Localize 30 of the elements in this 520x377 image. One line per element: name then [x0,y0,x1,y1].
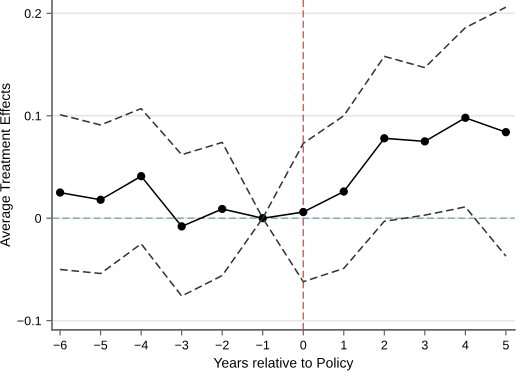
x-axis-title: Years relative to Policy [214,358,354,370]
point [56,188,64,197]
y-tick-label: −0.1 [18,316,41,326]
x-tick-label: −3 [175,340,188,350]
y-axis-title: Average Treatment Effects [0,83,13,247]
x-tick-label: 1 [341,340,347,350]
x-tick-label: 3 [422,340,428,350]
point [461,114,470,122]
x-tick-label: −1 [256,340,270,350]
x-tick-label: 0 [300,340,306,350]
point [136,172,146,180]
x-tick-label: 5 [502,340,509,350]
point [340,187,348,196]
x-tick-label: 2 [381,340,388,350]
point [96,196,105,204]
line-series [59,206,507,297]
point [420,137,429,146]
point [380,134,388,142]
point [502,128,510,136]
x-tick-label: −2 [216,340,229,350]
y-tick-label: 0.2 [24,9,41,18]
point [218,204,226,214]
y-tick-label: 0 [35,214,42,223]
point [299,208,308,216]
x-tick-label: −4 [134,340,148,350]
x-tick-label: −6 [54,340,67,350]
point [178,222,186,231]
x-tick-label: −5 [94,340,108,350]
x-tick-label: 4 [462,340,468,350]
y-tick-label: 0.1 [24,112,41,120]
